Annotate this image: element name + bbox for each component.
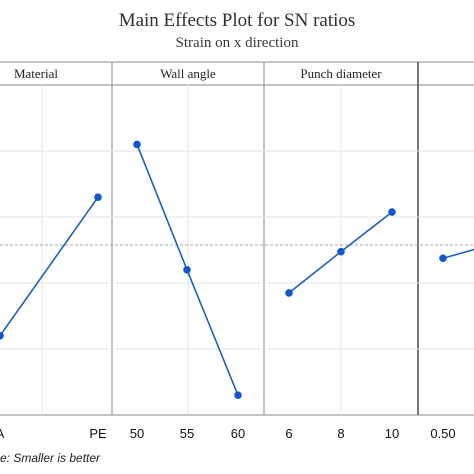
chart-subtitle: Strain on x direction (175, 35, 299, 51)
series-line-panel-4 (442, 248, 474, 260)
series-line-material (0, 196, 99, 337)
data-point-material-2 (94, 193, 102, 201)
tick-label-wall-angle-1: 50 (130, 426, 144, 441)
tick-label-wall-angle-2: 55 (180, 426, 194, 441)
data-point-punch-diameter-3 (388, 208, 396, 216)
data-point-wall-angle-1 (133, 140, 141, 149)
panel-label-material: Material (14, 66, 58, 81)
tick-label-wall-angle-3: 60 (231, 426, 245, 441)
data-point-wall-angle-2 (183, 266, 191, 274)
panel-label-punch-diameter: Punch diameter (300, 66, 382, 81)
data-point-punch-diameter-1 (285, 289, 293, 297)
tick-label-panel-4-1: 0.50 (430, 426, 455, 441)
tick-label-material-1: A (0, 426, 5, 441)
panel-label-wall-angle: Wall angle (160, 66, 216, 81)
data-point-punch-diameter-2 (337, 247, 345, 256)
data-point-panel-4-1 (439, 254, 447, 263)
footnote: e: Smaller is better (0, 451, 101, 465)
data-point-material-1 (0, 332, 4, 340)
tick-label-punch-diameter-3: 10 (385, 426, 399, 441)
chart-title: Main Effects Plot for SN ratios (118, 10, 356, 31)
tick-label-punch-diameter-2: 8 (337, 426, 344, 441)
tick-label-punch-diameter-1: 6 (285, 426, 292, 441)
data-point-wall-angle-3 (234, 391, 242, 400)
tick-label-material-2: PE (89, 426, 107, 441)
